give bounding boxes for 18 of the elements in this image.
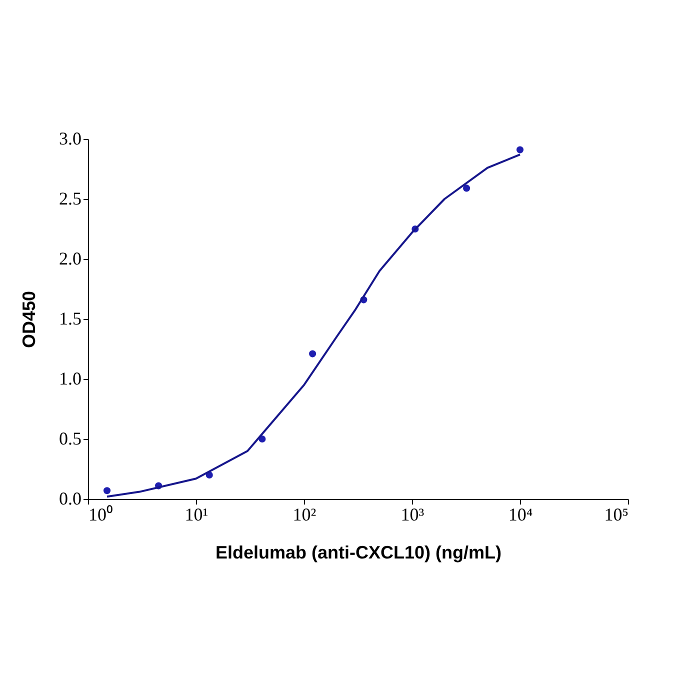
x-axis-title: Eldelumab (anti-CXCL10) (ng/mL) xyxy=(215,542,502,562)
y-axis-title: OD450 xyxy=(19,290,39,348)
y-tick-label: 0.5 xyxy=(59,428,82,448)
y-tick-label: 1.0 xyxy=(59,368,82,388)
point xyxy=(463,184,470,192)
point xyxy=(309,350,316,358)
y-tick-label: 2.0 xyxy=(59,248,82,268)
x-tick-label: 10⁵ xyxy=(604,504,628,524)
x-tick-label: 10² xyxy=(292,504,316,524)
point xyxy=(103,487,111,494)
x-tick-label: 10⁰ xyxy=(88,504,112,524)
y-tick-label: 3.0 xyxy=(59,128,82,148)
x-tick-label: 10³ xyxy=(400,504,425,524)
x-tick-label: 10⁴ xyxy=(508,504,533,524)
y-tick-label: 2.5 xyxy=(59,188,82,208)
y-tick-label: 0.0 xyxy=(59,488,82,508)
y-tick-label: 1.5 xyxy=(59,308,82,328)
x-tick-label: 10¹ xyxy=(184,504,208,524)
